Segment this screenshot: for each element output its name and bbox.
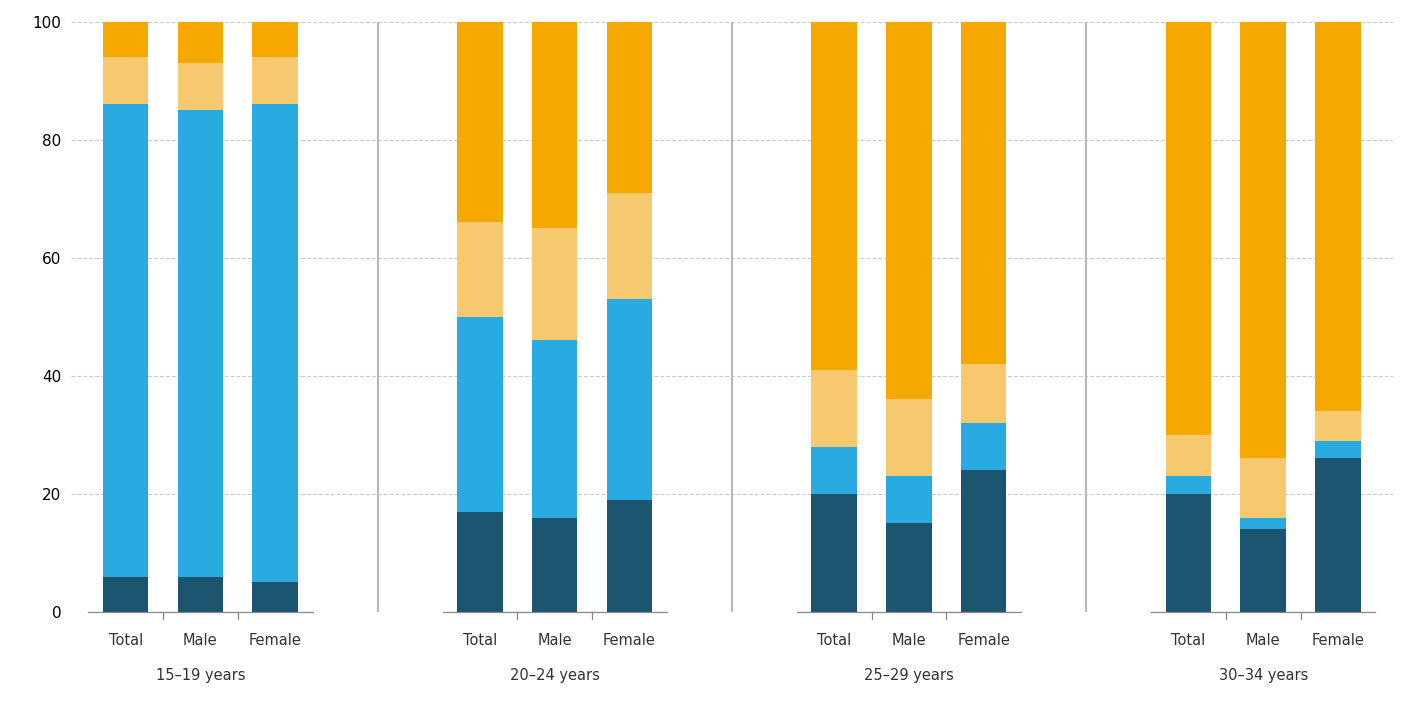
Bar bbox=[1241, 459, 1286, 518]
Bar bbox=[607, 22, 652, 193]
Bar bbox=[253, 22, 298, 57]
Text: 25–29 years: 25–29 years bbox=[864, 668, 953, 683]
Bar bbox=[253, 582, 298, 612]
Bar bbox=[1316, 441, 1361, 459]
Bar bbox=[458, 512, 503, 612]
Bar bbox=[178, 22, 223, 63]
Bar bbox=[887, 476, 932, 523]
Text: Male: Male bbox=[1246, 633, 1280, 648]
Bar bbox=[1316, 411, 1361, 441]
Bar bbox=[1316, 22, 1361, 411]
Bar bbox=[811, 22, 857, 370]
Bar bbox=[531, 518, 577, 612]
Text: 20–24 years: 20–24 years bbox=[510, 668, 600, 683]
Text: Male: Male bbox=[537, 633, 573, 648]
Bar bbox=[961, 364, 1006, 423]
Bar bbox=[811, 370, 857, 446]
Bar bbox=[102, 22, 148, 57]
Bar bbox=[531, 22, 577, 228]
Bar bbox=[458, 222, 503, 317]
Bar bbox=[887, 400, 932, 476]
Bar bbox=[961, 423, 1006, 470]
Bar bbox=[607, 193, 652, 299]
Bar bbox=[887, 523, 932, 612]
Bar bbox=[887, 22, 932, 400]
Bar bbox=[961, 22, 1006, 364]
Bar bbox=[607, 299, 652, 500]
Text: Total: Total bbox=[108, 633, 142, 648]
Bar bbox=[811, 494, 857, 612]
Bar bbox=[458, 22, 503, 222]
Bar bbox=[102, 577, 148, 612]
Bar bbox=[1165, 494, 1211, 612]
Text: Male: Male bbox=[183, 633, 217, 648]
Bar bbox=[178, 577, 223, 612]
Bar bbox=[531, 228, 577, 341]
Bar bbox=[961, 470, 1006, 612]
Bar bbox=[811, 446, 857, 494]
Text: Female: Female bbox=[603, 633, 657, 648]
Bar bbox=[458, 317, 503, 512]
Bar bbox=[1241, 529, 1286, 612]
Text: Total: Total bbox=[817, 633, 851, 648]
Bar bbox=[178, 110, 223, 577]
Bar bbox=[253, 57, 298, 104]
Text: 15–19 years: 15–19 years bbox=[156, 668, 246, 683]
Bar bbox=[253, 104, 298, 582]
Bar bbox=[1241, 22, 1286, 459]
Bar bbox=[102, 57, 148, 104]
Text: 30–34 years: 30–34 years bbox=[1219, 668, 1307, 683]
Bar bbox=[607, 500, 652, 612]
Bar bbox=[1165, 22, 1211, 435]
Bar bbox=[178, 63, 223, 110]
Bar bbox=[531, 341, 577, 518]
Bar bbox=[1241, 518, 1286, 529]
Text: Female: Female bbox=[958, 633, 1010, 648]
Text: Female: Female bbox=[1312, 633, 1364, 648]
Bar bbox=[1165, 435, 1211, 476]
Bar bbox=[102, 104, 148, 577]
Bar bbox=[1165, 476, 1211, 494]
Text: Female: Female bbox=[249, 633, 301, 648]
Text: Total: Total bbox=[463, 633, 497, 648]
Text: Total: Total bbox=[1171, 633, 1205, 648]
Text: Male: Male bbox=[891, 633, 926, 648]
Bar bbox=[1316, 459, 1361, 612]
